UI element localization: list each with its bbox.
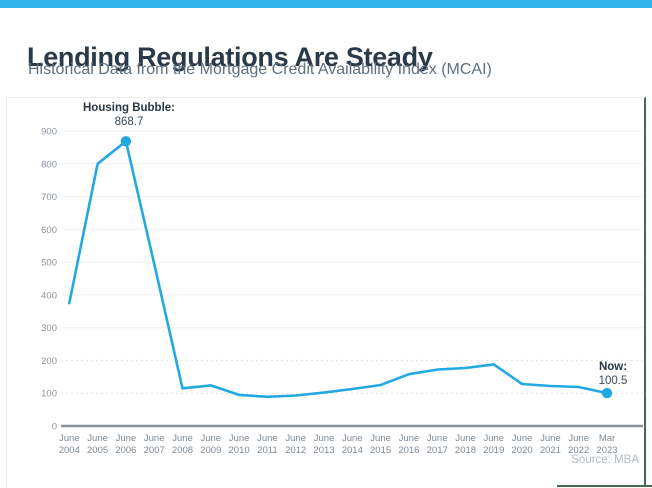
y-tick-label: 500 <box>41 258 57 269</box>
marker-dot <box>601 387 613 399</box>
x-tick-label: June 2022 <box>568 433 589 456</box>
x-tick-label: June 2013 <box>313 433 334 456</box>
x-tick-label: June 2018 <box>455 433 476 456</box>
x-tick-label: June 2012 <box>285 433 306 456</box>
x-tick-label: June 2011 <box>257 433 278 456</box>
x-tick-label: June 2010 <box>229 433 250 456</box>
x-tick-label: June 2015 <box>370 433 391 456</box>
mcai-line-chart: 0 100 200 300 400 500 600 700 800 900 June 2004 June… <box>41 127 643 456</box>
mcai-series-line <box>67 139 609 399</box>
x-tick-label: June 2014 <box>342 433 363 456</box>
x-tick-label: June 2017 <box>427 433 448 456</box>
chart-card: 0 100 200 300 400 500 600 700 800 900 June 2004 June… <box>6 97 646 487</box>
y-tick-label: 600 <box>41 225 57 236</box>
x-tick-label: June 2016 <box>398 433 419 456</box>
annotation-now-value: 100.5 <box>598 374 628 387</box>
y-tick-label: 900 <box>41 127 57 138</box>
x-tick-label: June 2005 <box>87 433 108 456</box>
page-title: Lending Regulations Are Steady <box>27 42 433 73</box>
x-tick-label: June 2004 <box>59 433 80 456</box>
x-tick-label: June 2008 <box>172 433 193 456</box>
x-tick-label: June 2006 <box>115 433 136 456</box>
annotation-now-label: Now: <box>598 361 628 373</box>
x-tick-label: June 2021 <box>540 433 561 456</box>
y-tick-label: 800 <box>41 159 57 170</box>
x-tick-label: June 2009 <box>200 433 221 456</box>
x-tick-label: Mar 2023 <box>596 433 617 456</box>
y-tick-label: 200 <box>41 356 57 367</box>
top-accent-bar <box>0 0 652 8</box>
y-tick-label: 700 <box>41 192 57 203</box>
page-subtitle: Historical Data from the Mortgage Credit… <box>28 61 492 78</box>
annotation-now: Now: 100.5 <box>572 361 652 388</box>
source-note: Source: MBA <box>571 454 639 466</box>
y-tick-label: 300 <box>41 323 57 334</box>
y-tick-label: 0 <box>52 422 57 433</box>
y-tick-label: 400 <box>41 290 57 301</box>
x-tick-label: June 2019 <box>483 433 504 456</box>
y-tick-label: 100 <box>41 389 57 400</box>
x-tick-label: June 2007 <box>144 433 165 456</box>
annotation-housing-bubble-value: 868.7 <box>114 115 144 128</box>
x-tick-label: June 2020 <box>512 433 533 456</box>
frame-bottom-edge <box>557 485 652 487</box>
marker-dot <box>120 136 132 147</box>
annotation-housing-bubble: Housing Bubble: 868.7 <box>69 102 189 129</box>
annotation-housing-bubble-label: Housing Bubble: <box>83 102 175 114</box>
